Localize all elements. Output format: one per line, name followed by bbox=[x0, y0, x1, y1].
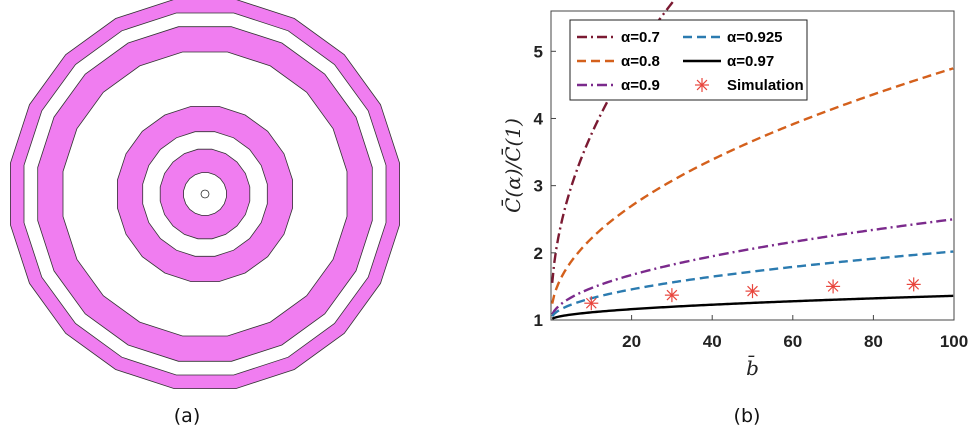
y-axis-label: C̄(α)/C̄(1) bbox=[500, 118, 525, 213]
caption-b: (b) bbox=[734, 405, 761, 427]
series-line-4 bbox=[551, 294, 954, 320]
series-line-1 bbox=[551, 67, 954, 304]
simulation-point-2 bbox=[745, 284, 760, 299]
caption-a: (a) bbox=[174, 405, 200, 427]
legend-label-4: α=0.9 bbox=[621, 77, 660, 94]
ring-band-2 bbox=[117, 106, 293, 282]
panel-b-line-chart: 20 40 60 80 100 1 2 3 4 5 α=0.7 α=0.925 α=0.8 α=0.97… bbox=[500, 0, 968, 380]
y-tick-label: 1 bbox=[534, 311, 543, 330]
series-line-3 bbox=[551, 250, 954, 318]
simulation-point-1 bbox=[664, 288, 679, 303]
simulation-markers bbox=[584, 277, 921, 311]
axis-ticks: 20 40 60 80 100 1 2 3 4 5 bbox=[534, 42, 969, 351]
legend-label-2: α=0.8 bbox=[621, 53, 660, 70]
series-line-2 bbox=[551, 218, 954, 316]
y-tick-label: 5 bbox=[534, 42, 543, 61]
legend-label-1: α=0.925 bbox=[727, 29, 783, 46]
y-tick-label: 3 bbox=[534, 177, 543, 196]
x-tick-label: 60 bbox=[783, 332, 802, 351]
simulation-point-0 bbox=[584, 296, 599, 311]
ring-band-3 bbox=[37, 26, 373, 362]
ring-band-4 bbox=[10, 0, 400, 389]
simulation-point-3 bbox=[826, 279, 841, 294]
y-tick-label: 4 bbox=[534, 109, 544, 128]
legend-label-3: α=0.97 bbox=[727, 53, 774, 70]
x-tick-label: 20 bbox=[622, 332, 641, 351]
x-axis-label: b̄ bbox=[746, 355, 759, 380]
legend-label-0: α=0.7 bbox=[621, 29, 660, 46]
legend-label-simulation: Simulation bbox=[727, 77, 804, 94]
legend-simulation-marker bbox=[695, 78, 709, 92]
y-tick-label: 2 bbox=[534, 244, 543, 263]
x-tick-label: 100 bbox=[940, 332, 968, 351]
ring-band-1 bbox=[159, 148, 251, 240]
ring-center-dot bbox=[200, 189, 210, 199]
plot-frame bbox=[550, 10, 955, 321]
panel-a-ring-diagram bbox=[10, 0, 400, 389]
simulation-point-4 bbox=[906, 277, 921, 292]
x-tick-label: 80 bbox=[864, 332, 883, 351]
legend: α=0.7 α=0.925 α=0.8 α=0.97 α=0.9 Simulation bbox=[569, 19, 808, 101]
x-tick-label: 40 bbox=[703, 332, 722, 351]
